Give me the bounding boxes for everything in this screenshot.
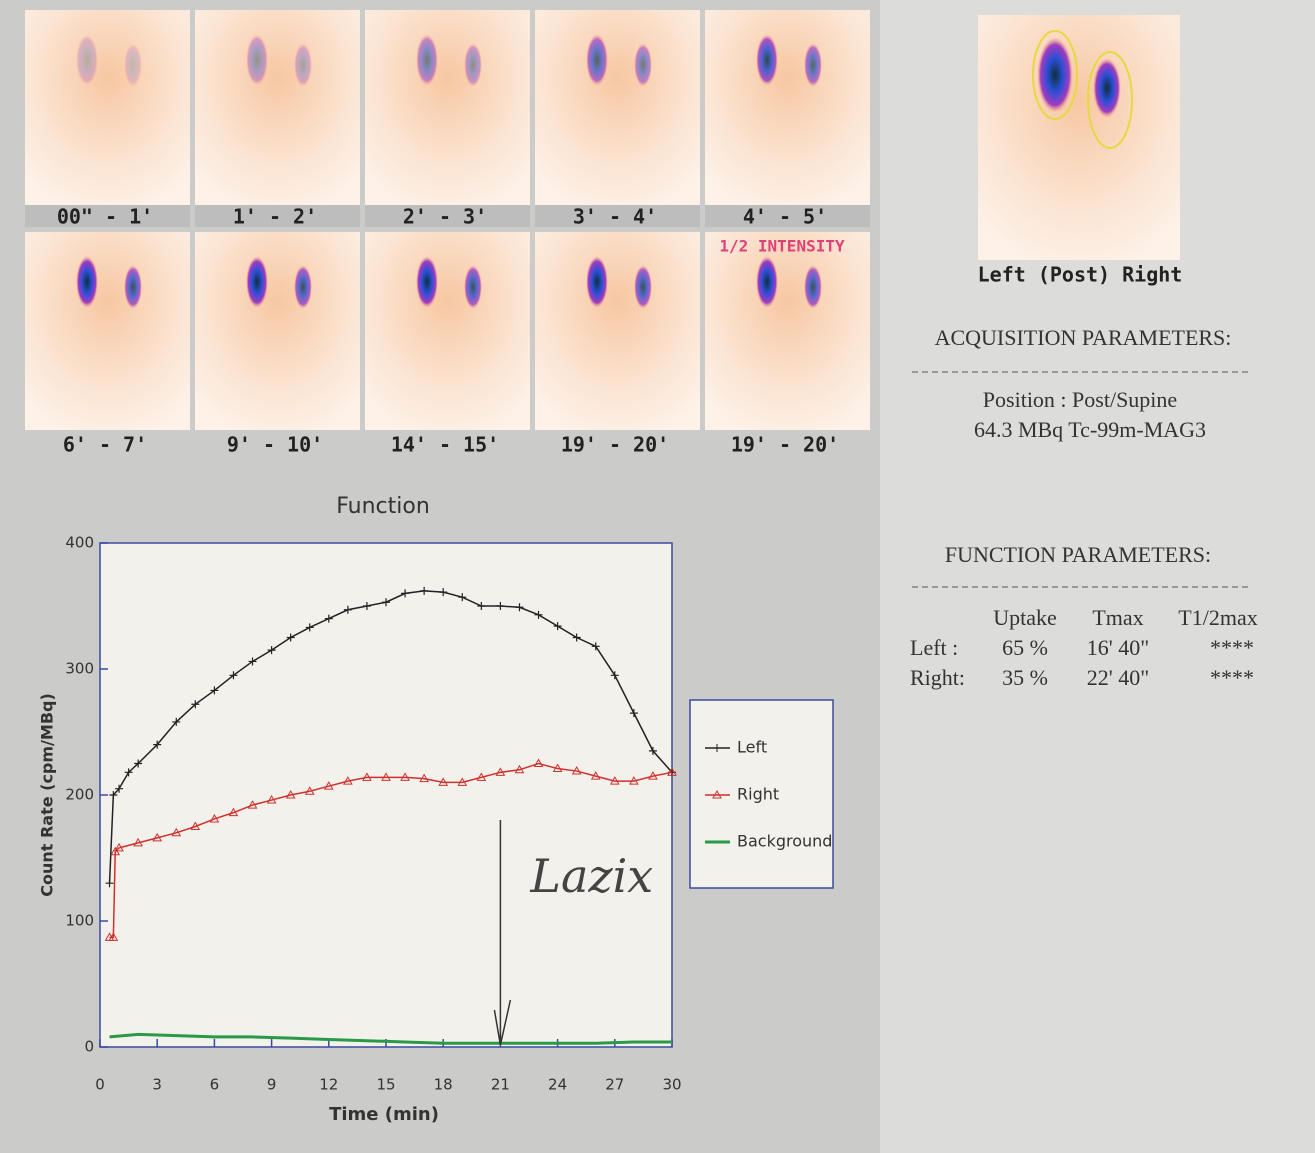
scan-frame bbox=[365, 10, 530, 205]
x-tick-label: 0 bbox=[95, 1076, 105, 1094]
scan-frame bbox=[365, 232, 530, 430]
legend-label: Background bbox=[737, 832, 832, 851]
kidney bbox=[124, 265, 142, 309]
kidney bbox=[416, 34, 438, 86]
kidney bbox=[76, 256, 98, 308]
roi-left bbox=[1037, 37, 1073, 113]
frame-label: 19' - 20' bbox=[561, 433, 669, 457]
frame-label: 9' - 10' bbox=[227, 433, 323, 457]
scan-frame bbox=[195, 10, 360, 205]
summary-image bbox=[978, 15, 1180, 260]
kidney bbox=[634, 265, 652, 309]
scan-frame bbox=[705, 10, 870, 205]
y-tick-label: 0 bbox=[84, 1038, 94, 1056]
acquisition-dose: 64.3 MBq Tc-99m-MAG3 bbox=[974, 417, 1206, 442]
frame-label: 1' - 2' bbox=[233, 205, 317, 229]
y-tick-label: 100 bbox=[65, 912, 94, 930]
kidney bbox=[756, 256, 778, 308]
x-tick-label: 6 bbox=[210, 1076, 220, 1094]
scan-frame bbox=[25, 10, 190, 205]
kidney bbox=[246, 34, 268, 86]
scan-frame bbox=[535, 232, 700, 430]
kidney bbox=[464, 43, 482, 87]
table-header: Tmax bbox=[1092, 605, 1143, 630]
kidney bbox=[804, 43, 822, 87]
x-tick-label: 27 bbox=[605, 1076, 624, 1094]
kidney bbox=[294, 265, 312, 309]
plot-area bbox=[100, 543, 672, 1047]
x-tick-label: 3 bbox=[152, 1076, 162, 1094]
acquisition-position: Position : Post/Supine bbox=[983, 387, 1177, 412]
summary-caption: Left (Post) Right bbox=[978, 263, 1183, 287]
roi-right bbox=[1093, 58, 1121, 118]
y-tick-label: 300 bbox=[65, 660, 94, 678]
function-title: FUNCTION PARAMETERS: bbox=[945, 542, 1211, 567]
x-tick-label: 12 bbox=[319, 1076, 338, 1094]
kidney bbox=[756, 34, 778, 86]
x-tick-label: 9 bbox=[267, 1076, 277, 1094]
intensity-note: 1/2 INTENSITY bbox=[719, 237, 845, 256]
x-tick-label: 21 bbox=[491, 1076, 510, 1094]
table-cell: **** bbox=[1210, 665, 1254, 690]
scan-frame bbox=[705, 232, 870, 430]
x-tick-label: 30 bbox=[662, 1076, 681, 1094]
scan-frame bbox=[25, 232, 190, 430]
chart-title: Function bbox=[336, 494, 430, 519]
frame-label: 4' - 5' bbox=[743, 205, 827, 229]
kidney bbox=[294, 43, 312, 87]
frame-label: 2' - 3' bbox=[403, 205, 487, 229]
table-cell: Right: bbox=[910, 665, 965, 690]
frame-label: 00" - 1' bbox=[57, 205, 153, 229]
frame-label: 19' - 20' bbox=[731, 433, 839, 457]
y-axis-label: Count Rate (cpm/MBq) bbox=[38, 693, 57, 897]
table-cell: 65 % bbox=[1002, 635, 1048, 660]
kidney bbox=[76, 34, 98, 86]
table-cell: 22' 40" bbox=[1087, 665, 1149, 690]
kidney bbox=[586, 256, 608, 308]
table-cell: 16' 40" bbox=[1087, 635, 1149, 660]
table-header: Uptake bbox=[993, 605, 1057, 630]
y-tick-label: 200 bbox=[65, 786, 94, 804]
table-cell: Left : bbox=[910, 635, 958, 660]
kidney bbox=[246, 256, 268, 308]
scan-frame bbox=[535, 10, 700, 205]
report-page: 00" - 1' 1' - 2' 2' - 3' 3' - 4' 4' - 5' 6' -… bbox=[0, 0, 1315, 1153]
frame-label: 14' - 15' bbox=[391, 433, 499, 457]
annotation-text: Lazix bbox=[529, 849, 653, 903]
legend-label: Left bbox=[737, 738, 767, 757]
table-header: T1/2max bbox=[1178, 605, 1257, 630]
frame-label: 6' - 7' bbox=[63, 433, 147, 457]
x-axis-label: Time (min) bbox=[329, 1104, 439, 1125]
legend-label: Right bbox=[737, 785, 779, 804]
y-tick-label: 400 bbox=[65, 534, 94, 552]
x-tick-label: 24 bbox=[548, 1076, 567, 1094]
scan-frame bbox=[195, 232, 360, 430]
kidney bbox=[464, 265, 482, 309]
table-cell: 35 % bbox=[1002, 665, 1048, 690]
kidney bbox=[416, 256, 438, 308]
kidney bbox=[586, 34, 608, 86]
x-tick-label: 18 bbox=[434, 1076, 453, 1094]
acquisition-title: ACQUISITION PARAMETERS: bbox=[935, 325, 1232, 350]
frame-label: 3' - 4' bbox=[573, 205, 657, 229]
thumbnail-grid: 00" - 1' 1' - 2' 2' - 3' 3' - 4' 4' - 5' 6' -… bbox=[25, 10, 870, 457]
kidney bbox=[804, 265, 822, 309]
x-tick-label: 15 bbox=[376, 1076, 395, 1094]
kidney bbox=[634, 43, 652, 87]
kidney bbox=[124, 43, 142, 87]
table-cell: **** bbox=[1210, 635, 1254, 660]
